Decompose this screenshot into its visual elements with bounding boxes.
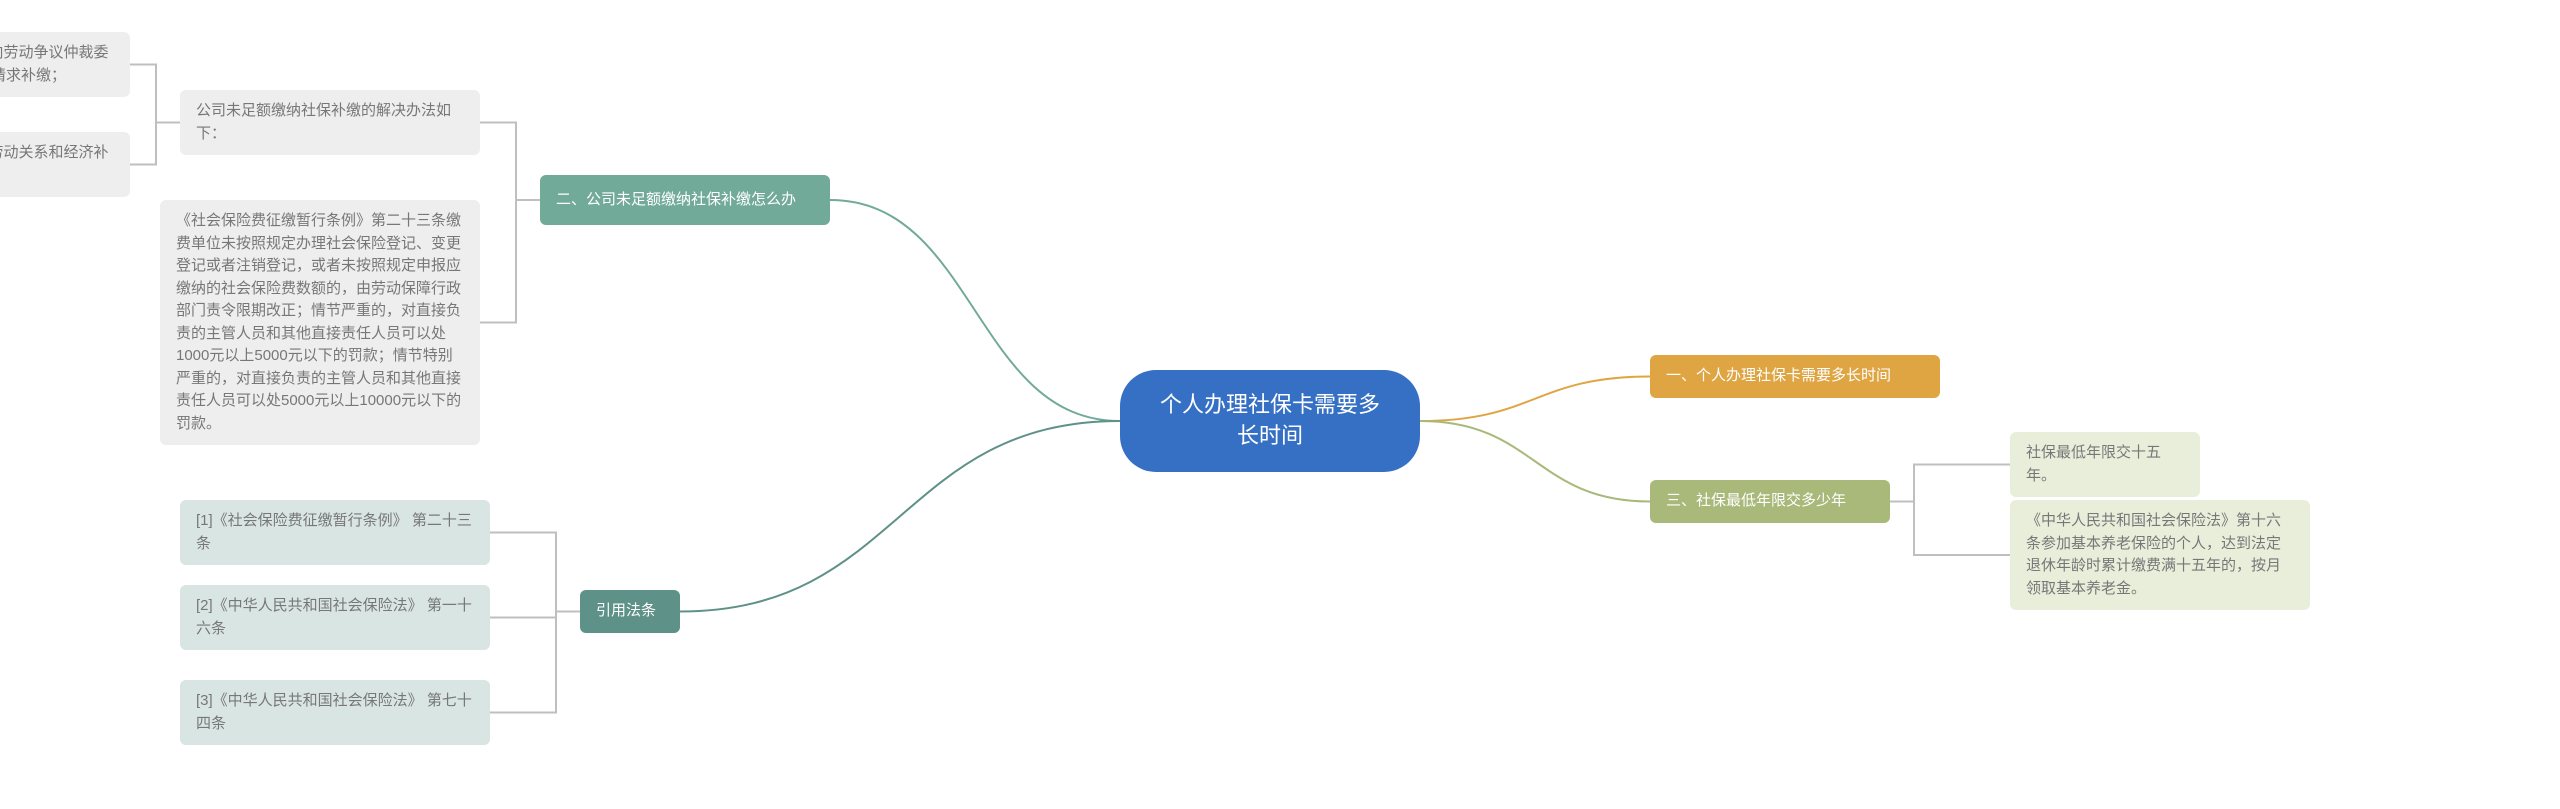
center-topic[interactable]: 个人办理社保卡需要多长时间	[1120, 370, 1420, 472]
branch-2-child-a[interactable]: 公司未足额缴纳社保补缴的解决办法如下：	[180, 90, 480, 155]
branch-4-child-a[interactable]: [1]《社会保险费征缴暂行条例》 第二十三条	[180, 500, 490, 565]
branch-4b-label: [2]《中华人民共和国社会保险法》 第一十六条	[196, 595, 474, 640]
branch-4a-label: [1]《社会保险费征缴暂行条例》 第二十三条	[196, 510, 474, 555]
branch-2[interactable]: 二、公司未足额缴纳社保补缴怎么办	[540, 175, 830, 225]
branch-3b-label: 《中华人民共和国社会保险法》第十六条参加基本养老保险的个人，达到法定退休年龄时累…	[2026, 510, 2294, 600]
branch-3-child-a[interactable]: 社保最低年限交十五年。	[2010, 432, 2200, 497]
branch-2-child-b[interactable]: 《社会保险费征缴暂行条例》第二十三条缴费单位未按照规定办理社会保险登记、变更登记…	[160, 200, 480, 445]
branch-2a-label: 公司未足额缴纳社保补缴的解决办法如下：	[196, 100, 464, 145]
branch-3a-label: 社保最低年限交十五年。	[2026, 442, 2184, 487]
branch-2a1-label: 1.劳动者可以此为由向劳动争议仲裁委员会申请劳动仲裁，请求补缴；	[0, 42, 114, 87]
branch-1-label: 一、个人办理社保卡需要多长时间	[1666, 365, 1891, 388]
branch-3-child-b[interactable]: 《中华人民共和国社会保险法》第十六条参加基本养老保险的个人，达到法定退休年龄时累…	[2010, 500, 2310, 610]
branch-4-child-c[interactable]: [3]《中华人民共和国社会保险法》 第七十四条	[180, 680, 490, 745]
center-label: 个人办理社保卡需要多长时间	[1160, 390, 1380, 452]
branch-4-label: 引用法条	[596, 600, 656, 623]
branch-2-child-a2[interactable]: 2.同时可以请求解除劳动关系和经济补偿金。	[0, 132, 130, 197]
branch-4[interactable]: 引用法条	[580, 590, 680, 633]
branch-3-label: 三、社保最低年限交多少年	[1666, 490, 1846, 513]
branch-2b-label: 《社会保险费征缴暂行条例》第二十三条缴费单位未按照规定办理社会保险登记、变更登记…	[176, 210, 464, 435]
branch-1[interactable]: 一、个人办理社保卡需要多长时间	[1650, 355, 1940, 398]
branch-2a2-label: 2.同时可以请求解除劳动关系和经济补偿金。	[0, 142, 114, 187]
branch-4c-label: [3]《中华人民共和国社会保险法》 第七十四条	[196, 690, 474, 735]
branch-3[interactable]: 三、社保最低年限交多少年	[1650, 480, 1890, 523]
branch-2-label: 二、公司未足额缴纳社保补缴怎么办	[556, 189, 796, 212]
branch-4-child-b[interactable]: [2]《中华人民共和国社会保险法》 第一十六条	[180, 585, 490, 650]
branch-2-child-a1[interactable]: 1.劳动者可以此为由向劳动争议仲裁委员会申请劳动仲裁，请求补缴；	[0, 32, 130, 97]
